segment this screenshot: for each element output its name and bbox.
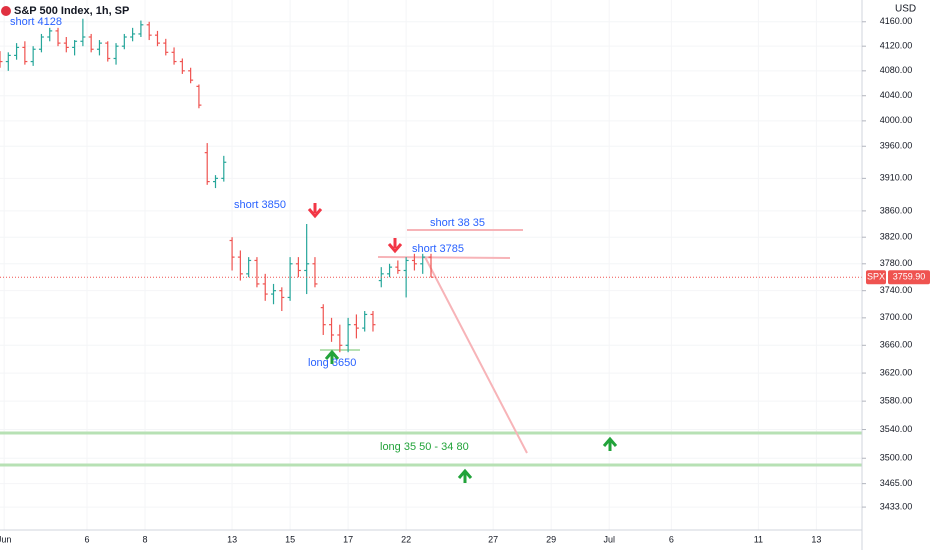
annotation: short 3785 xyxy=(412,243,464,255)
y-tick-label: 3740.00 xyxy=(880,285,913,295)
x-tick-label: 15 xyxy=(285,534,295,544)
y-tick-label: 3433.00 xyxy=(880,501,913,511)
up-arrow xyxy=(324,349,340,364)
x-tick-label: Jul xyxy=(603,534,615,544)
y-tick-label: 4000.00 xyxy=(880,115,913,125)
y-tick-label: 4080.00 xyxy=(880,65,913,75)
y-tick-label: 3780.00 xyxy=(880,258,913,268)
y-tick-label: 3620.00 xyxy=(880,367,913,377)
y-tick-label: 3960.00 xyxy=(880,141,913,151)
x-tick-label: 13 xyxy=(227,534,237,544)
y-tick-label: 4040.00 xyxy=(880,90,913,100)
price-label: 3759.90 xyxy=(893,272,926,282)
grid xyxy=(0,0,862,530)
x-tick-label: Jun xyxy=(0,534,11,544)
x-tick-label: 22 xyxy=(401,534,411,544)
up-arrow xyxy=(457,468,473,483)
chart-title: S&P 500 Index, 1h, SP xyxy=(14,5,129,17)
resistance-line xyxy=(377,256,511,259)
y-tick-label: 3860.00 xyxy=(880,205,913,215)
currency: USD xyxy=(895,4,916,15)
annotation: short 38 35 xyxy=(430,217,485,229)
down-arrow xyxy=(307,203,323,219)
y-tick-label: 3580.00 xyxy=(880,396,913,406)
annotation: short 4128 xyxy=(10,16,62,28)
y-tick-label: 3700.00 xyxy=(880,312,913,322)
y-tick-label: 3500.00 xyxy=(880,453,913,463)
y-tick-label: 3910.00 xyxy=(880,173,913,183)
x-tick-label: 6 xyxy=(85,534,90,544)
x-tick-label: 17 xyxy=(343,534,353,544)
x-tick-label: 8 xyxy=(143,534,148,544)
x-tick-label: 27 xyxy=(488,534,498,544)
price-tag xyxy=(888,270,930,285)
drawings xyxy=(0,203,862,483)
symbol-icon xyxy=(1,6,11,16)
up-arrow xyxy=(602,436,618,451)
y-tick-label: 4120.00 xyxy=(880,41,913,51)
annotation: long 35 50 - 34 80 xyxy=(380,441,469,453)
annotation: long 3650 xyxy=(308,357,356,369)
y-tick-label: 3820.00 xyxy=(880,232,913,242)
y-tick-label: 3465.00 xyxy=(880,478,913,488)
y-tick-label: 4160.00 xyxy=(880,16,913,26)
x-tick-label: 29 xyxy=(546,534,556,544)
x-tick-label: 11 xyxy=(754,534,763,544)
projection-line xyxy=(424,256,528,454)
bars xyxy=(0,18,862,353)
annotation: short 3850 xyxy=(234,199,286,211)
x-tick-label: 6 xyxy=(669,534,674,544)
y-tick-label: 3660.00 xyxy=(880,340,913,350)
symbol-label: SPX xyxy=(867,272,885,282)
down-arrow xyxy=(387,238,403,254)
y-tick-label: 3540.00 xyxy=(880,424,913,434)
symbol-tag xyxy=(866,270,886,285)
x-tick-label: 13 xyxy=(811,534,821,544)
axes: 4160.00 4120.00 4080.00 4040.00 4000.00 3960.… xyxy=(0,16,930,544)
